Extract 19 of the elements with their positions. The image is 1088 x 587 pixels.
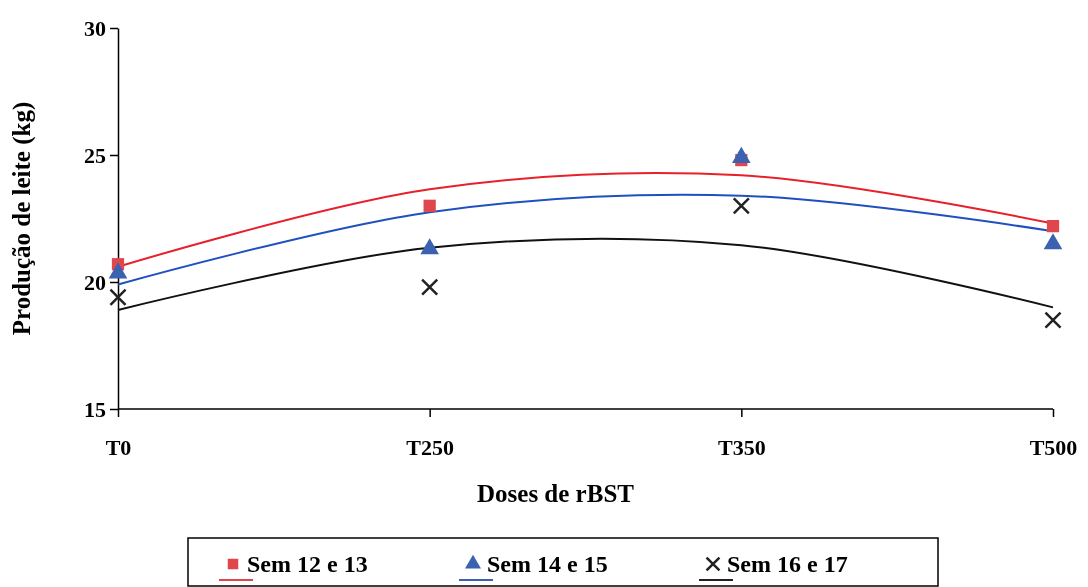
y-tick-label: 20 [84,269,106,295]
x-tick-label: T350 [717,434,766,460]
legend-label: Sem 16 e 17 [727,551,848,577]
y-tick-label: 30 [84,15,106,41]
x-tick-label: T250 [406,434,455,460]
y-axis-title: Produção de leite (kg) [8,101,36,336]
point [423,199,436,212]
point [109,288,127,307]
x-tick-label: T0 [105,434,132,460]
x-axis-title: Doses de rBST [477,480,635,507]
point [420,278,439,296]
x-tick-label: T500 [1029,434,1078,460]
y-tick-label: 25 [84,142,106,168]
point [732,197,751,215]
legend-label: Sem 12 e 13 [247,551,368,577]
point [1044,311,1062,329]
y-tick-label: 15 [84,396,106,422]
point [1046,220,1060,233]
legend-label: Sem 14 e 15 [487,551,608,577]
